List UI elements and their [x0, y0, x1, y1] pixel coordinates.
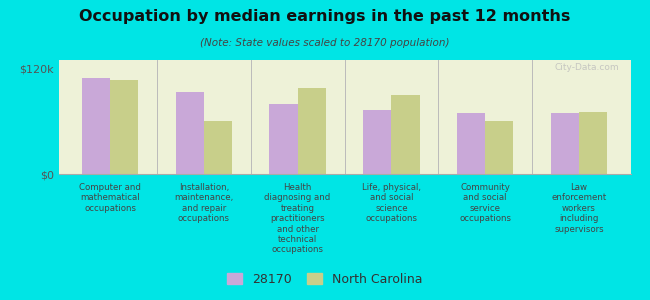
Bar	[391, 95, 419, 174]
Bar	[551, 112, 579, 174]
Bar	[363, 110, 391, 174]
Bar	[579, 112, 607, 174]
Text: Law
enforcement
workers
including
supervisors: Law enforcement workers including superv…	[551, 183, 606, 234]
Bar	[82, 77, 110, 174]
Text: Community
and social
service
occupations: Community and social service occupations	[459, 183, 511, 223]
Bar	[485, 122, 514, 174]
Bar	[176, 92, 204, 174]
Text: City-Data.com: City-Data.com	[554, 63, 619, 72]
Text: Occupation by median earnings in the past 12 months: Occupation by median earnings in the pas…	[79, 9, 571, 24]
Bar	[204, 122, 232, 174]
Bar	[110, 80, 138, 174]
Legend: 28170, North Carolina: 28170, North Carolina	[222, 268, 428, 291]
Text: (Note: State values scaled to 28170 population): (Note: State values scaled to 28170 popu…	[200, 38, 450, 47]
Bar	[270, 104, 298, 174]
Bar	[457, 112, 485, 174]
Text: Health
diagnosing and
treating
practitioners
and other
technical
occupations: Health diagnosing and treating practitio…	[265, 183, 331, 254]
Text: Computer and
mathematical
occupations: Computer and mathematical occupations	[79, 183, 141, 213]
Text: Life, physical,
and social
science
occupations: Life, physical, and social science occup…	[362, 183, 421, 223]
Text: Installation,
maintenance,
and repair
occupations: Installation, maintenance, and repair oc…	[174, 183, 233, 223]
Bar	[298, 88, 326, 174]
